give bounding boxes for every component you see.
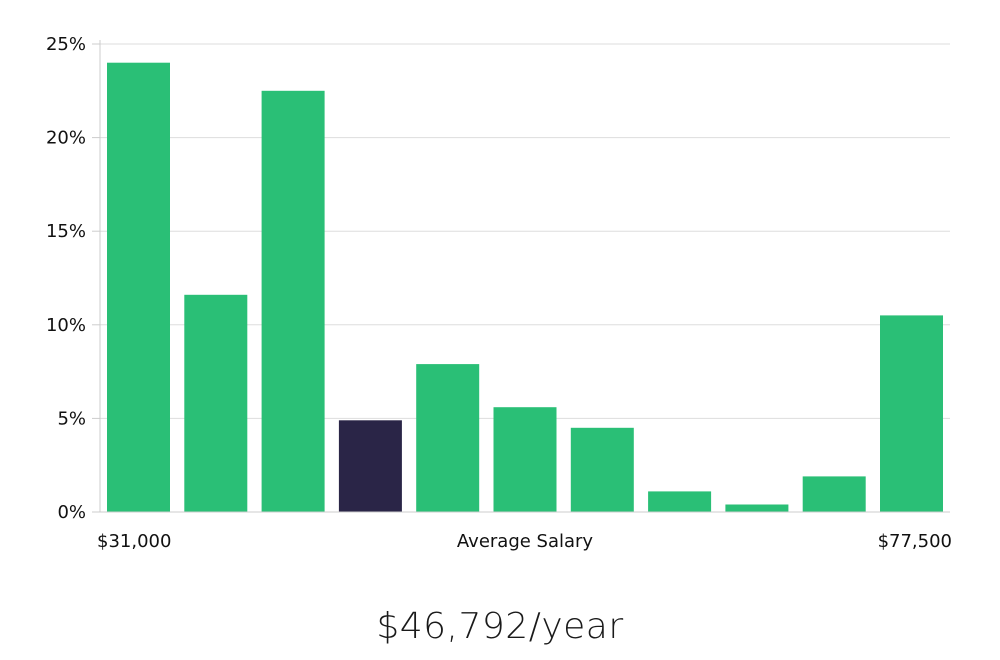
bar	[648, 491, 712, 512]
y-tick-label: 5%	[57, 408, 86, 429]
salary-histogram-chart: 0%5%10%15%20%25% $31,000 Average Salary …	[46, 34, 952, 552]
x-axis-title: Average Salary	[457, 531, 594, 552]
y-tick-label: 0%	[57, 502, 86, 523]
bar	[493, 407, 557, 512]
bar	[570, 427, 634, 512]
bars	[107, 62, 943, 513]
bar	[184, 294, 248, 512]
bar	[880, 315, 943, 512]
y-tick-label: 20%	[46, 128, 86, 149]
x-max-label: $77,500	[878, 531, 952, 552]
bar	[725, 504, 789, 512]
y-tick-label: 15%	[46, 221, 86, 242]
y-axis-ticks: 0% 5% 10% 15% 20% 25%	[46, 34, 100, 523]
bar-highlighted	[338, 420, 402, 512]
x-min-label: $31,000	[97, 531, 171, 552]
y-tick-label: 10%	[46, 315, 86, 336]
y-tick-label: 25%	[46, 34, 86, 55]
bar	[261, 90, 325, 513]
average-salary-caption: $46,792/year	[376, 606, 624, 647]
bar	[107, 62, 170, 512]
bar	[416, 364, 480, 512]
bar	[802, 476, 866, 512]
